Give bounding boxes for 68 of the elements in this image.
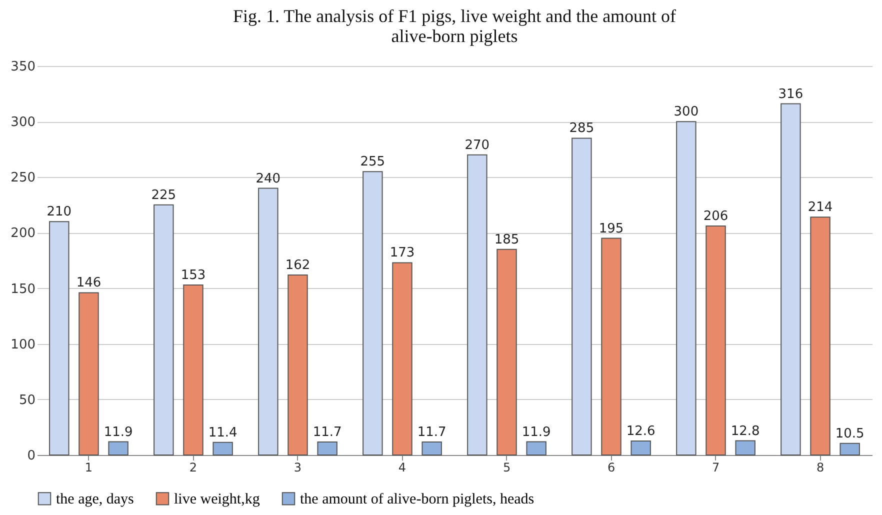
bar [467,154,488,456]
y-tick-label: 300 [10,115,36,130]
y-tick-label: 0 [27,448,36,464]
x-tick-label: 2 [189,460,198,474]
data-label: 11.9 [104,424,133,440]
bar [630,440,651,456]
bar [317,441,338,456]
bar [212,442,233,456]
y-tick-label: 150 [10,282,36,297]
bar [840,442,860,456]
data-label: 316 [778,86,804,102]
x-tick-label: 8 [816,460,824,474]
x-tick-label: 4 [398,460,406,474]
y-tick-label: 100 [10,337,36,352]
data-label: 11.7 [312,424,342,440]
bar [183,284,204,456]
x-tick-label: 3 [294,460,302,474]
data-label: 11.9 [522,424,551,440]
data-label: 255 [360,154,386,170]
data-label: 206 [703,209,728,224]
bar [422,441,442,456]
bar [676,121,696,456]
data-label: 210 [46,204,72,220]
legend-label: the age, days [56,492,134,508]
bar [108,441,128,456]
data-label: 146 [76,276,102,291]
bar [810,216,830,456]
x-tick-label: 7 [712,460,720,474]
bar [735,440,756,456]
bar [154,204,174,456]
bar [392,262,412,456]
y-tick-label: 350 [10,60,36,74]
data-label: 173 [390,246,415,261]
legend-label: live weight,kg [174,492,260,508]
data-label: 10.5 [835,426,864,442]
x-tick-label: 1 [84,460,93,474]
y-tick-label: 50 [18,392,36,408]
data-label: 195 [598,221,624,236]
data-label: 225 [151,188,176,203]
x-tick-label: 6 [607,460,616,474]
bar [258,188,278,456]
bar [780,103,801,456]
data-label: 153 [180,268,206,283]
legend-label: the amount of alive-born piglets, heads [300,492,534,508]
bar [601,238,622,456]
y-tick-label: 200 [10,226,36,242]
bar [526,441,546,456]
data-label: 11.4 [208,425,238,440]
bar [288,274,308,456]
data-label: 240 [256,171,281,186]
bar [78,292,99,456]
bar [706,226,726,456]
bar [572,138,592,456]
data-label: 12.8 [730,424,760,439]
bar [49,221,70,456]
data-label: 285 [569,121,594,136]
data-label: 162 [285,258,310,273]
bar [496,248,517,456]
data-label: 214 [808,200,833,216]
data-label: 185 [494,232,520,248]
data-label: 11.7 [417,424,446,440]
data-label: 12.6 [626,424,656,439]
data-label: 300 [674,104,699,120]
y-tick-label: 250 [10,170,36,186]
data-label: 270 [464,138,490,153]
x-tick-label: 5 [502,460,511,474]
chart-title: Fig. 1. The analysis of F1 pigs, live weight and the amount of alive-born piglets [232,6,676,46]
bar [362,171,383,456]
